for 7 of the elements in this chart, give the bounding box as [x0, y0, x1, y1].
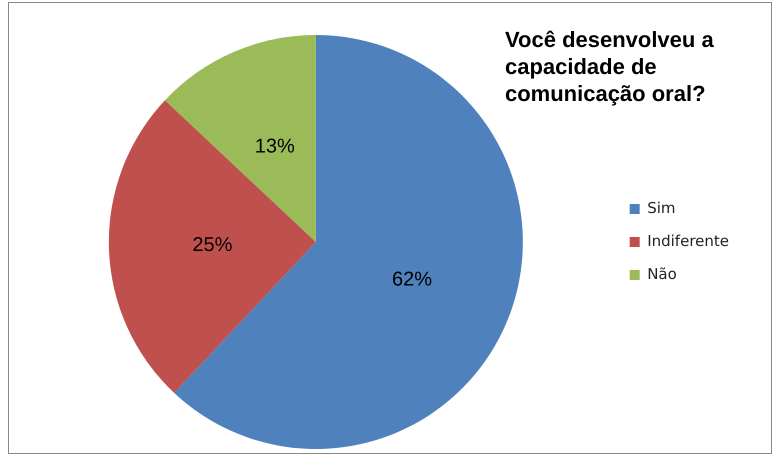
data-label: 62%	[392, 268, 432, 291]
data-label: 13%	[254, 136, 295, 158]
legend-label: Indiferente	[647, 232, 729, 250]
data-label: 25%	[192, 234, 233, 256]
legend-label: Não	[647, 264, 677, 283]
text: Você desenvolveu a capacidade de comunicação oral?	[505, 26, 715, 107]
legend-label: Sim	[647, 198, 676, 217]
